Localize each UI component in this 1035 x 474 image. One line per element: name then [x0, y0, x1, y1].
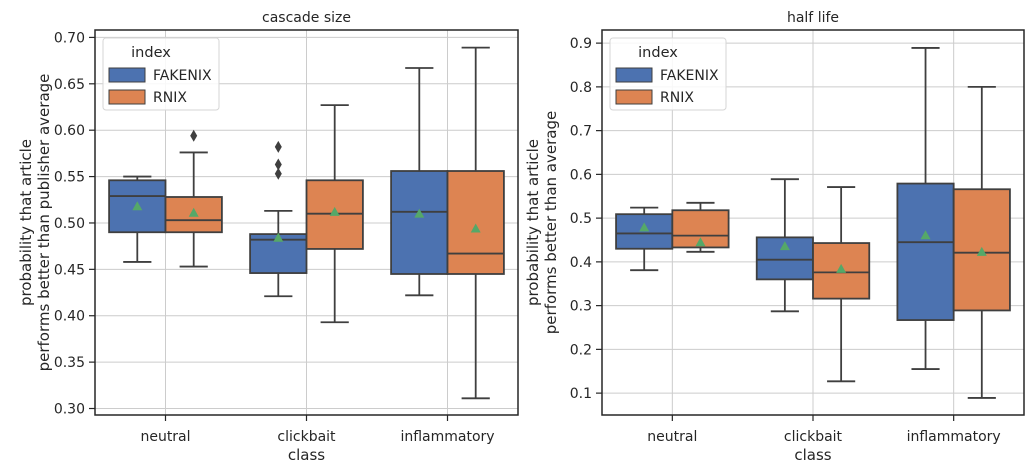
mean-marker: [976, 246, 987, 256]
series-rnix: [164, 46, 505, 400]
x-tick-label: inflammatory: [400, 429, 494, 445]
box-iqr: [446, 170, 505, 275]
y-axis-label: probability that article: [524, 139, 542, 306]
box-fakenix-neutral[interactable]: [615, 206, 674, 272]
legend-label: RNIX: [153, 90, 187, 106]
mean-marker: [695, 237, 706, 247]
y-tick-label: 0.30: [54, 402, 85, 418]
legend: index FAKENIX RNIX: [102, 37, 220, 111]
box-rnix-clickbait[interactable]: [812, 186, 871, 383]
y-tick-label: 0.6: [570, 167, 592, 183]
y-tick-label: 0.4: [570, 255, 592, 271]
legend: index FAKENIX RNIX: [609, 37, 727, 111]
y-tick-label: 0.3: [570, 299, 592, 315]
y-tick-label: 0.1: [570, 386, 592, 402]
legend-label: RNIX: [660, 90, 694, 106]
box-rnix-clickbait[interactable]: [305, 104, 364, 324]
legend-entry-fakenix[interactable]: FAKENIX: [615, 67, 719, 84]
x-axis-label: class: [288, 446, 325, 464]
mean-marker: [132, 201, 143, 211]
x-axis-label: class: [794, 446, 831, 464]
box-fakenix-clickbait[interactable]: [755, 178, 814, 313]
y-tick-label: 0.50: [54, 216, 85, 232]
box-iqr: [390, 170, 449, 275]
chart-title: cascade size: [262, 10, 351, 26]
y-tick-label: 0.40: [54, 309, 85, 325]
y-tick-label: 0.70: [54, 30, 85, 46]
legend-label: FAKENIX: [660, 68, 719, 84]
x-tick-label: clickbait: [784, 429, 843, 445]
legend-entry-fakenix[interactable]: FAKENIX: [108, 67, 212, 84]
box-rnix-inflammatory[interactable]: [952, 85, 1011, 399]
box-iqr: [615, 213, 674, 250]
box-fakenix-inflammatory[interactable]: [390, 67, 449, 297]
y-tick-label: 0.7: [570, 124, 592, 140]
legend-entry-rnix[interactable]: RNIX: [108, 89, 187, 106]
chart-title: half life: [787, 10, 839, 26]
mean-marker: [920, 230, 931, 240]
legend-swatch: [615, 89, 653, 105]
mean-marker: [836, 263, 847, 273]
box-fakenix-clickbait[interactable]: [249, 140, 308, 298]
legend-title: index: [638, 45, 678, 61]
outlier-marker: [190, 129, 198, 142]
legend-entry-rnix[interactable]: RNIX: [615, 89, 694, 106]
box-rnix-neutral[interactable]: [164, 129, 223, 268]
y-tick-label: 0.2: [570, 342, 592, 358]
x-tick-label: clickbait: [277, 429, 336, 445]
y-tick-label: 0.5: [570, 211, 592, 227]
outlier-marker: [274, 167, 282, 180]
y-axis-label: probability that article: [17, 139, 35, 306]
x-tick-label: inflammatory: [907, 429, 1001, 445]
y-tick-label: 0.45: [54, 262, 85, 278]
box-rnix-neutral[interactable]: [671, 201, 730, 253]
x-tick-label: neutral: [140, 429, 190, 445]
legend-title: index: [131, 45, 171, 61]
y-tick-label: 0.8: [570, 80, 592, 96]
series-rnix: [671, 85, 1011, 399]
legend-swatch: [108, 89, 146, 105]
chart-panel-cascade-size: 0.30 0.35 0.40 0.45 0.50 0.55 0.60 0.65 0.70 neut…: [17, 10, 519, 464]
mean-marker: [639, 222, 650, 232]
outlier-marker: [274, 158, 282, 171]
y-tick-label: 0.9: [570, 36, 592, 52]
box-fakenix-neutral[interactable]: [108, 175, 167, 263]
mean-marker: [329, 206, 340, 216]
mean-marker: [414, 208, 425, 218]
legend-label: FAKENIX: [153, 68, 212, 84]
box-iqr: [896, 182, 955, 321]
mean-marker: [779, 241, 790, 251]
chart-panel-half-life: 0.1 0.2 0.3 0.4 0.5 0.6 0.7 0.8 0.9 neutral clickb…: [524, 10, 1025, 464]
mean-marker: [470, 223, 481, 233]
y-axis-label: performs better than publisher average: [35, 74, 53, 372]
box-rnix-inflammatory[interactable]: [446, 46, 505, 400]
outlier-marker: [274, 140, 282, 153]
y-axis-label: performs better than average: [542, 111, 560, 334]
y-tick-label: 0.65: [54, 77, 85, 93]
y-tick-label: 0.55: [54, 170, 85, 186]
legend-swatch: [108, 67, 146, 83]
x-tick-label: neutral: [647, 429, 697, 445]
mean-marker: [273, 232, 284, 242]
mean-marker: [188, 207, 199, 217]
series-fakenix: [108, 67, 449, 298]
y-tick-label: 0.35: [54, 355, 85, 371]
y-tick-label: 0.60: [54, 123, 85, 139]
legend-swatch: [615, 67, 653, 83]
